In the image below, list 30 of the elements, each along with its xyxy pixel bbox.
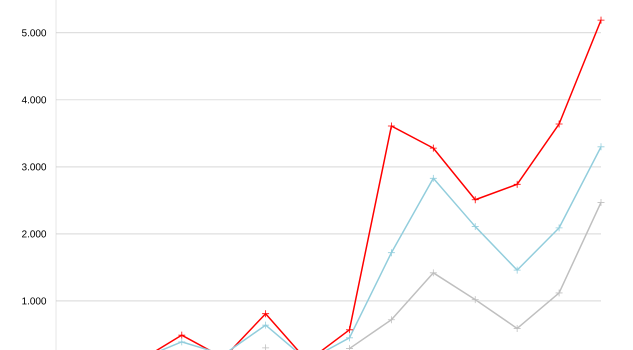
point [388, 248, 396, 257]
y-tick-label: 4.000 [22, 96, 46, 104]
point [429, 268, 438, 277]
point [597, 142, 605, 151]
point [346, 326, 354, 334]
point [178, 331, 186, 340]
point [262, 344, 270, 350]
point [471, 222, 480, 230]
point [388, 316, 396, 324]
point [555, 120, 563, 128]
point [513, 324, 522, 332]
point [597, 16, 605, 24]
point [346, 334, 354, 342]
point [429, 174, 438, 182]
point [597, 198, 605, 206]
point [471, 196, 480, 204]
point [471, 296, 480, 304]
point [388, 122, 396, 130]
y-tick-label: 1.000 [22, 297, 46, 304]
point [178, 338, 186, 346]
point [555, 224, 563, 232]
point [262, 310, 270, 318]
point [262, 321, 270, 329]
y-tick-label: 5.000 [22, 29, 46, 36]
point [555, 289, 563, 297]
point [429, 144, 438, 152]
y-tick-label: 2.000 [22, 230, 46, 238]
point [513, 266, 522, 274]
y-tick-label: 3.000 [22, 163, 46, 170]
point [513, 180, 522, 188]
